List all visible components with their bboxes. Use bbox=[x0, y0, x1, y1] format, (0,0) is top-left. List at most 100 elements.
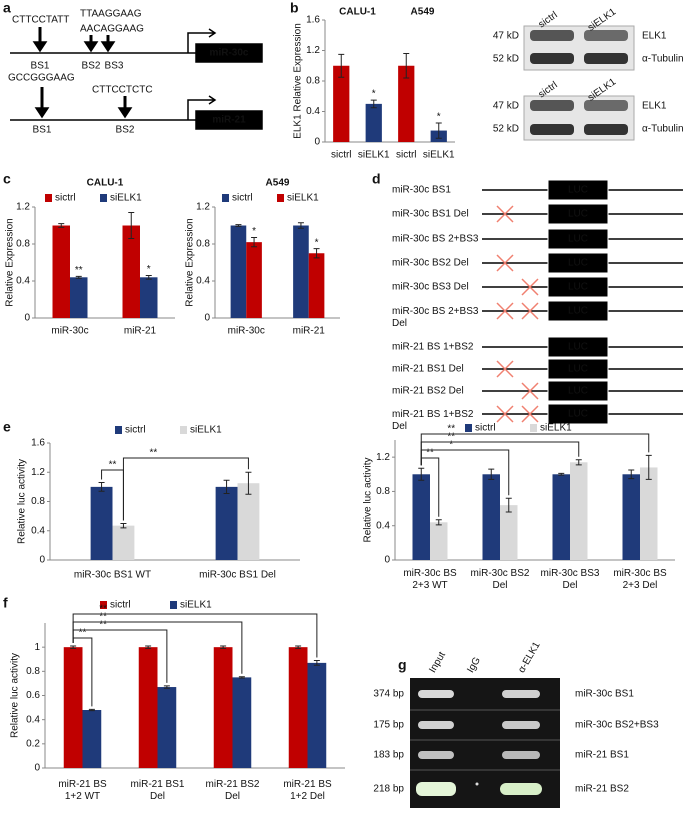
deletion-mark bbox=[521, 278, 539, 296]
size-label: 47 kD bbox=[493, 31, 519, 42]
y-tick-label: 0.4 bbox=[196, 276, 210, 287]
error-bar bbox=[575, 459, 582, 466]
legend-swatch bbox=[115, 426, 122, 434]
site-label: BS2 bbox=[116, 125, 135, 136]
error-bar bbox=[435, 519, 442, 526]
bar bbox=[365, 103, 382, 142]
error-bar bbox=[245, 471, 252, 495]
legend-label: siELK1 bbox=[110, 193, 142, 204]
western-blots bbox=[523, 25, 635, 141]
y-tick-label: 0.4 bbox=[376, 520, 390, 531]
protein-label: α-Tubulin bbox=[642, 124, 684, 135]
deletion-mark bbox=[521, 405, 539, 423]
significance: ** bbox=[447, 432, 455, 443]
target-label: miR-21 BS2 bbox=[575, 784, 629, 795]
x-tick-label: miR-30c bbox=[51, 326, 88, 337]
x-tick-label: miR-30c BS 2+3 WT bbox=[403, 568, 457, 591]
legend-swatch bbox=[465, 424, 472, 432]
y-axis-label: Relative luc activity bbox=[17, 459, 28, 544]
y-tick-label: 0.2 bbox=[26, 738, 40, 749]
deletion-mark bbox=[496, 360, 514, 378]
error-bar bbox=[70, 645, 77, 649]
bar bbox=[232, 677, 252, 768]
luc-label: LUC bbox=[568, 185, 588, 196]
sequence: AACAGGAAG bbox=[80, 24, 144, 35]
error-bar bbox=[88, 708, 95, 712]
lane-label: IgG bbox=[465, 655, 483, 675]
y-tick-label: 0.8 bbox=[16, 239, 30, 250]
error-bar bbox=[418, 467, 425, 481]
x-tick-label: miR-21 BS 1+2 WT bbox=[58, 779, 107, 802]
x-tick-label: sictrl bbox=[396, 150, 417, 161]
chart-title: A549 bbox=[266, 178, 290, 189]
construct-label: miR-21 BS 1+BS2 Del bbox=[392, 409, 474, 432]
luc-box bbox=[547, 380, 609, 402]
legend-swatch bbox=[100, 601, 107, 609]
error-bar bbox=[58, 223, 65, 228]
y-tick-label: 0 bbox=[24, 313, 30, 324]
deletion-mark bbox=[496, 254, 514, 272]
bar bbox=[138, 647, 158, 768]
error-bar bbox=[235, 224, 242, 227]
target-label: miR-30c BS2+BS3 bbox=[575, 720, 659, 731]
legend-swatch bbox=[45, 194, 52, 202]
y-tick-label: 0.4 bbox=[26, 714, 40, 725]
bar bbox=[140, 277, 158, 318]
y-tick-label: 1.2 bbox=[306, 45, 320, 56]
error-bar bbox=[223, 479, 230, 494]
error-bar bbox=[370, 99, 377, 109]
bracket bbox=[122, 457, 249, 521]
group-label: A549 bbox=[411, 7, 435, 18]
significance: * bbox=[252, 226, 256, 237]
construct-label: miR-21 BS2 Del bbox=[392, 386, 464, 397]
significance: * bbox=[449, 440, 453, 451]
construct-label: miR-30c BS1 Del bbox=[392, 209, 469, 220]
y-tick-label: 0.4 bbox=[16, 276, 30, 287]
y-tick-label: 0.6 bbox=[26, 690, 40, 701]
gene-label: miR-30c bbox=[210, 48, 249, 59]
error-bar bbox=[628, 469, 635, 480]
bracket bbox=[420, 433, 650, 466]
bar bbox=[237, 483, 260, 560]
bar bbox=[288, 647, 308, 768]
y-tick-label: 1 bbox=[34, 642, 40, 653]
panel-label: c bbox=[3, 171, 11, 187]
significance: ** bbox=[447, 424, 455, 435]
y-tick-label: 1.6 bbox=[31, 438, 45, 449]
x-tick-label: miR-30c BS 2+3 Del bbox=[613, 568, 667, 591]
legend-swatch bbox=[277, 194, 284, 202]
legend-label: siELK1 bbox=[190, 425, 222, 436]
error-bar bbox=[145, 274, 152, 280]
error-bar bbox=[313, 248, 320, 259]
bar bbox=[570, 462, 588, 560]
bar bbox=[398, 65, 415, 142]
bar bbox=[215, 486, 238, 560]
size-label: 175 bp bbox=[373, 720, 404, 731]
bar bbox=[70, 277, 88, 318]
x-tick-label: miR-21 BS2 Del bbox=[206, 779, 260, 802]
size-label: 183 bp bbox=[373, 750, 404, 761]
bar bbox=[122, 225, 140, 318]
error-bar bbox=[75, 275, 82, 279]
y-tick-label: 0 bbox=[34, 763, 40, 774]
x-tick-label: siELK1 bbox=[358, 150, 390, 161]
construct-label: miR-21 BS1 Del bbox=[392, 364, 464, 375]
y-tick-label: 0.8 bbox=[306, 76, 320, 87]
luc-box bbox=[547, 203, 609, 225]
significance: ** bbox=[75, 265, 83, 276]
construct-label: miR-30c BS1 bbox=[392, 185, 451, 196]
panel-label: e bbox=[3, 419, 11, 435]
legend-label: sictrl bbox=[475, 423, 496, 434]
y-tick-label: 1.6 bbox=[306, 15, 320, 26]
luc-box bbox=[547, 252, 609, 274]
target-label: miR-30c BS1 bbox=[575, 689, 634, 700]
luc-label: LUC bbox=[568, 258, 588, 269]
significance: ** bbox=[426, 448, 434, 459]
sequence: CTTCCTCTC bbox=[92, 85, 153, 96]
error-bar bbox=[238, 676, 245, 679]
bracket bbox=[72, 613, 318, 658]
y-tick-label: 0.4 bbox=[31, 525, 45, 536]
protein-label: ELK1 bbox=[642, 101, 667, 112]
protein-label: α-Tubulin bbox=[642, 54, 684, 65]
bar bbox=[82, 710, 102, 768]
